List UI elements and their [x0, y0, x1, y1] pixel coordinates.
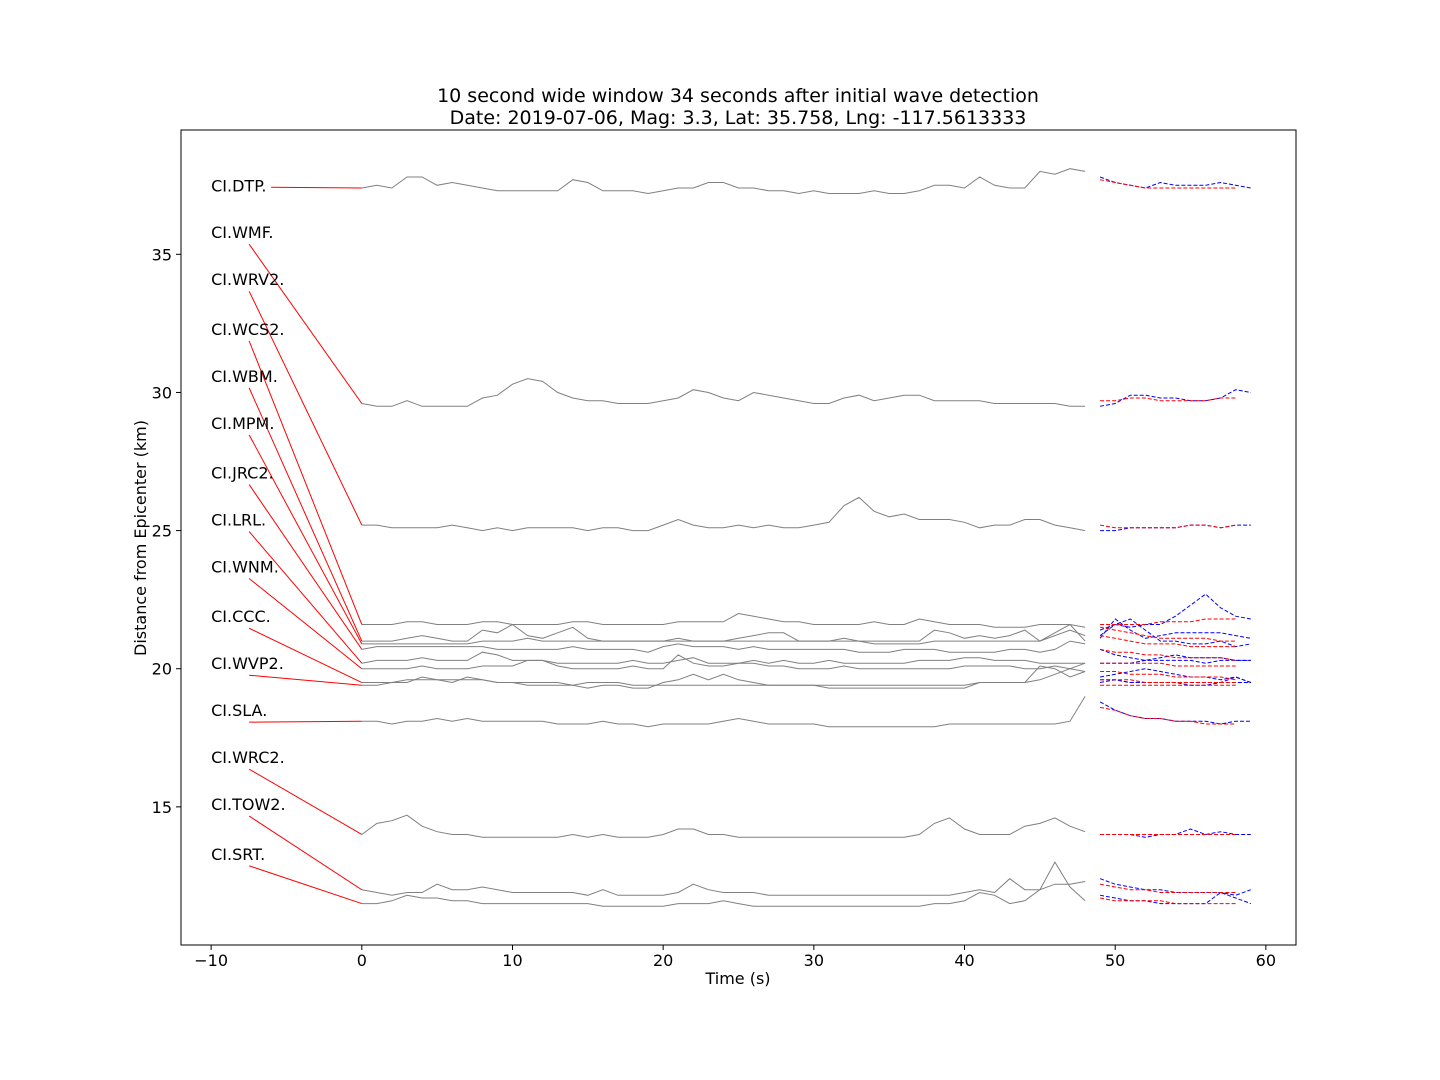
- trace-ci-jrc2: [361, 640, 1086, 653]
- connector-ci-wmf: [248, 243, 363, 404]
- y-axis-label: Distance from Epicenter (km): [131, 420, 150, 656]
- forecast-predicted-line: [1100, 671, 1236, 681]
- trace-ci-wrv2: [361, 496, 1086, 532]
- station-label-ci-wrv2: CI.WRV2.: [211, 270, 284, 289]
- forecast-predicted-line: [1100, 648, 1236, 661]
- station-label-ci-wmf: CI.WMF.: [211, 223, 273, 242]
- forecast-predicted-line: [1100, 618, 1236, 625]
- connector-ci-mpm: [248, 434, 363, 645]
- plot-area: CI.DTP. CI.WMF. CI.WRV2. CI.WCS2. CI.WBM. CI.…: [211, 168, 1251, 907]
- station-label-ci-srt: CI.SRT.: [211, 845, 265, 864]
- station-label-ci-wbm: CI.WBM.: [211, 367, 278, 386]
- x-tick-label: −10: [194, 951, 228, 970]
- forecast-actual-line: [1100, 891, 1251, 905]
- forecast-actual-line: [1099, 618, 1251, 639]
- trace-ci-wnm: [361, 654, 1086, 672]
- connector-ci-wrv2: [248, 290, 363, 526]
- chart-title: 10 second wide window 34 seconds after i…: [437, 85, 1039, 107]
- x-tick-label: 20: [653, 951, 673, 970]
- x-tick-label: 30: [804, 951, 824, 970]
- connector-ci-ccc: [248, 627, 363, 683]
- trace-ci-tow2: [361, 878, 1086, 896]
- x-tick-label: 10: [502, 951, 522, 970]
- forecast-predicted-line: [1100, 524, 1236, 529]
- trace-ci-mpm: [361, 629, 1086, 645]
- trace-ci-lrl: [361, 651, 1086, 664]
- station-label-ci-lrl: CI.LRL.: [211, 511, 266, 530]
- connector-ci-dtp: [271, 186, 362, 189]
- x-tick-label: 0: [357, 951, 367, 970]
- x-tick-label: 60: [1256, 951, 1276, 970]
- connector-ci-tow2: [248, 815, 363, 891]
- connector-ci-wrc2: [248, 768, 363, 835]
- forecast-actual-line: [1099, 593, 1251, 637]
- chart-subtitle: Date: 2019-07-06, Mag: 3.3, Lat: 35.758,…: [450, 107, 1027, 129]
- x-axis-label: Time (s): [704, 969, 770, 988]
- forecast-actual-line: [1100, 389, 1251, 407]
- x-tick-label: 50: [1105, 951, 1125, 970]
- station-label-ci-wnm: CI.WNM.: [211, 558, 279, 577]
- connector-ci-wcs2: [248, 340, 363, 625]
- y-tick-label: 35: [152, 245, 172, 264]
- connector-ci-wnm: [248, 578, 363, 670]
- x-axis: −10 0 10 20 30 40 50 60: [194, 945, 1276, 970]
- forecast-predicted-line: [1100, 635, 1236, 648]
- station-label-ci-ccc: CI.CCC.: [211, 607, 271, 626]
- station-label-ci-mpm: CI.MPM.: [211, 414, 274, 433]
- station-label-ci-tow2: CI.TOW2.: [211, 795, 285, 814]
- plot-frame: [180, 129, 1297, 946]
- y-tick-label: 20: [152, 660, 172, 679]
- forecast-predicted-line: [1100, 179, 1236, 189]
- station-label-ci-dtp: CI.DTP.: [211, 176, 266, 195]
- station-label-ci-sla: CI.SLA.: [211, 701, 267, 720]
- y-tick-label: 30: [152, 383, 172, 402]
- trace-ci-sla: [361, 696, 1086, 728]
- y-axis: 15 20 25 30 35: [152, 245, 181, 817]
- forecast-predicted-line: [1100, 883, 1236, 893]
- trace-ci-wcs2: [361, 612, 1086, 628]
- y-tick-label: 15: [152, 798, 172, 817]
- trace-ci-dtp: [361, 168, 1086, 195]
- trace-ci-wmf: [361, 378, 1086, 407]
- connector-ci-sla: [249, 720, 362, 723]
- connector-ci-lrl: [248, 531, 363, 664]
- forecast-predicted-line: [1100, 662, 1236, 667]
- forecast-actual-line: [1099, 878, 1251, 896]
- station-label-ci-wrc2: CI.WRC2.: [211, 748, 285, 767]
- forecast-predicted-line: [1100, 897, 1236, 905]
- station-label-ci-jrc2: CI.JRC2.: [211, 464, 273, 483]
- connector-ci-jrc2: [248, 484, 363, 650]
- y-tick-label: 25: [152, 522, 172, 541]
- x-tick-label: 40: [954, 951, 974, 970]
- connector-ci-srt: [248, 865, 362, 905]
- trace-ci-srt: [361, 861, 1086, 907]
- trace-ci-wrc2: [361, 814, 1086, 838]
- forecast-actual-line: [1099, 618, 1251, 648]
- connector-ci-wbm: [248, 387, 363, 642]
- forecast-predicted-line: [1100, 397, 1236, 402]
- station-label-ci-wvp2: CI.WVP2.: [211, 654, 284, 673]
- forecast-predicted-line: [1100, 626, 1236, 642]
- forecast-predicted-line: [1100, 706, 1236, 725]
- trace-ci-wvp2: [361, 665, 1086, 689]
- forecast-predicted-line: [1100, 679, 1236, 683]
- forecast-actual-line: [1100, 668, 1251, 683]
- connector-ci-wvp2: [249, 674, 362, 686]
- station-label-ci-wcs2: CI.WCS2.: [211, 320, 284, 339]
